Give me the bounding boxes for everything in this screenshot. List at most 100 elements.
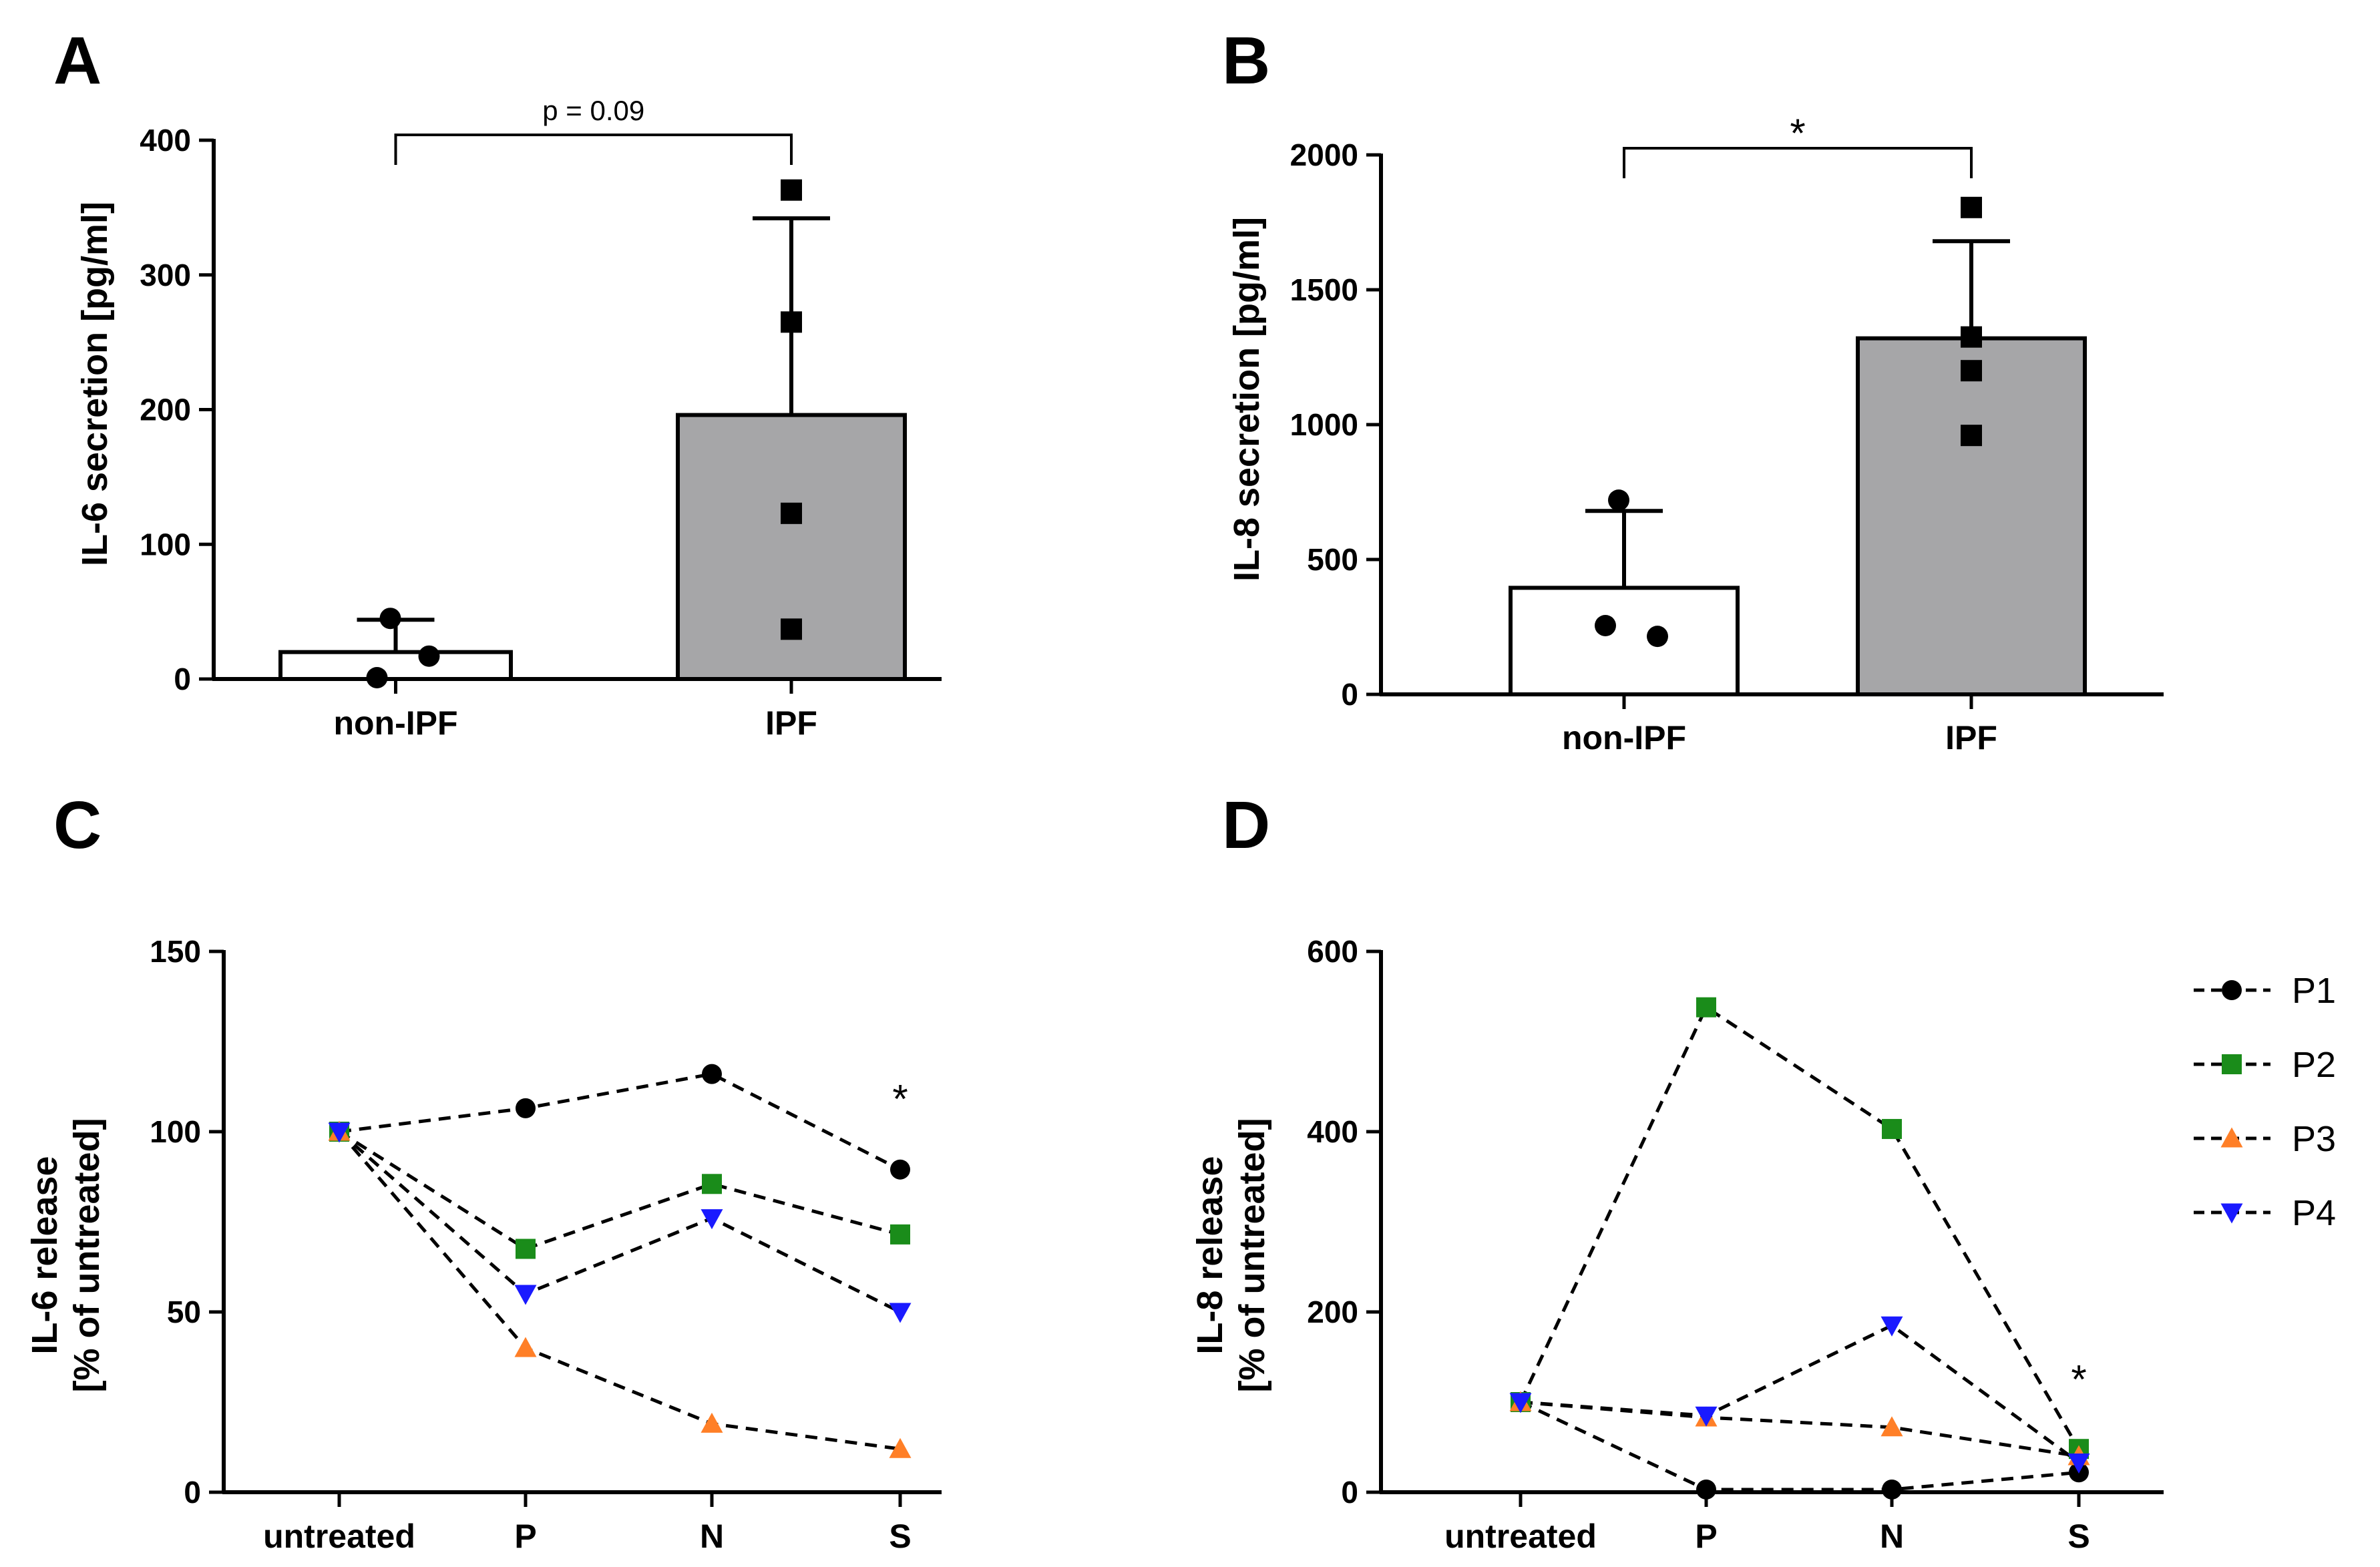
panel-b-data-point: [1961, 360, 1982, 382]
panel-letter-b: B: [1222, 23, 1270, 98]
panel-c-ytick-label: 0: [184, 1475, 201, 1510]
panel-c-annotation-star: *: [892, 1076, 908, 1121]
panel-d-series-line-p3: [1520, 1400, 2079, 1458]
panel-a-data-point: [781, 179, 802, 201]
panel-c-ytick-label: 100: [150, 1114, 201, 1149]
panel-a-data-point: [366, 666, 388, 688]
legend-label-p4: P4: [2292, 1193, 2336, 1233]
panel-b-ytick-label: 500: [1307, 542, 1358, 577]
panel-d-ytick-label: 400: [1307, 1114, 1358, 1149]
panel-b-category-label: non-IPF: [1562, 719, 1686, 756]
panel-b-bar-ipf: [1856, 336, 2087, 697]
panel-d-marker-p4: [1695, 1406, 1718, 1427]
panel-a-category-label: non-IPF: [333, 704, 457, 742]
panel-letter-c: C: [53, 788, 102, 863]
panel-a-ytick-label: 200: [140, 393, 191, 427]
panel-b-data-point: [1595, 614, 1616, 636]
panel-b-significance-label: *: [1790, 111, 1805, 156]
legend-label-p2: P2: [2292, 1045, 2336, 1085]
panel-a-significance-label: p = 0.09: [542, 95, 644, 126]
panel-c-marker-p4: [889, 1303, 912, 1323]
panel-d-series-line-p2: [1519, 1005, 2081, 1450]
panel-letter-d: D: [1222, 788, 1270, 863]
panel-a-data-point: [781, 502, 802, 524]
panel-a-category-label: IPF: [765, 704, 817, 742]
panel-a-ytick-label: 100: [140, 527, 191, 562]
panel-d-marker-p4: [1509, 1393, 1532, 1413]
panel-a-data-point: [781, 311, 802, 333]
panel-b-bar-non-ipf: [1509, 586, 1740, 696]
panel-a-data-point: [781, 618, 802, 640]
panel-c-marker-p1: [702, 1064, 722, 1084]
panel-a-chart: 0 100 200 300 400 non-IPF IPF p = 0.09: [140, 95, 942, 742]
legend-marker-p4: [2220, 1203, 2243, 1224]
panel-b-data-point: [1961, 326, 1982, 348]
panel-d-ytick-label: 0: [1341, 1475, 1358, 1510]
panel-c-series-line-p1: [339, 1072, 902, 1171]
panel-d-annotation-star: *: [2071, 1357, 2086, 1401]
panel-c-ylabel-line2: [% of untreated]: [67, 1118, 107, 1393]
panel-a-data-point: [418, 645, 440, 667]
legend-marker-p1: [2222, 980, 2242, 1000]
panel-b-ylabel: IL-8 secretion [pg/ml]: [1227, 217, 1267, 582]
panel-b-data-point: [1608, 489, 1629, 511]
panel-b-ytick-label: 0: [1341, 677, 1358, 712]
panel-d-series-line-p1: [1519, 1400, 2079, 1492]
panel-c-marker-p2: [516, 1239, 536, 1259]
panel-d-marker-p1: [1882, 1479, 1902, 1500]
legend: P1 P2 P3 P4: [2194, 971, 2336, 1233]
panel-d-marker-p1: [1696, 1479, 1716, 1500]
panel-b-chart: 0 500 1000 1500 2000 non-IPF IPF *: [1290, 111, 2164, 756]
panel-c-series-line-p4: [338, 1130, 902, 1314]
panel-b-ytick-label: 1000: [1290, 407, 1358, 442]
panel-c-marker-p4: [514, 1285, 537, 1305]
panel-d-xtick-label: N: [1880, 1518, 1904, 1555]
panel-b-significance-bracket: [1623, 147, 1973, 178]
legend-marker-p3: [2220, 1127, 2243, 1148]
panel-c-marker-p4: [701, 1209, 723, 1230]
panel-d-xtick-label: P: [1695, 1518, 1717, 1555]
panel-d-xtick-label: untreated: [1444, 1518, 1597, 1555]
panel-d-marker-p4: [2067, 1453, 2090, 1474]
panel-c-marker-p3: [514, 1337, 537, 1357]
panel-c-xtick-label: N: [700, 1518, 724, 1555]
panel-d-ytick-label: 600: [1307, 934, 1358, 969]
panel-b-data-point: [1961, 196, 1982, 218]
panel-c-marker-p3: [889, 1437, 912, 1458]
panel-c-xtick-label: S: [889, 1518, 911, 1555]
panel-c-marker-p1: [890, 1159, 910, 1180]
panel-d-marker-p4: [1880, 1316, 1903, 1337]
panel-d-ylabel-line2: [% of untreated]: [1232, 1118, 1272, 1393]
panel-c-ytick-label: 50: [167, 1295, 201, 1329]
panel-c-marker-p4: [328, 1122, 351, 1143]
panel-a-significance-bracket: [394, 134, 793, 165]
panel-a-bar-non-ipf: [278, 650, 513, 682]
panel-c-xtick-label: untreated: [263, 1518, 415, 1555]
panel-c-marker-p2: [890, 1224, 910, 1245]
panel-c-series-line-p2: [338, 1130, 901, 1251]
legend-marker-p2: [2222, 1054, 2242, 1074]
legend-label-p1: P1: [2292, 971, 2336, 1011]
panel-d-ytick-label: 200: [1307, 1295, 1358, 1329]
panel-c-marker-p2: [702, 1174, 722, 1194]
panel-d-marker-p2: [1696, 997, 1716, 1018]
panel-a-ytick-label: 0: [174, 662, 191, 696]
panel-d-marker-p3: [1880, 1416, 1903, 1437]
panel-b-ytick-label: 2000: [1290, 138, 1358, 172]
panel-c-ytick-label: 150: [150, 934, 201, 969]
panel-d-ylabel-line1: IL-8 release: [1190, 1156, 1230, 1354]
panel-a-ytick-label: 400: [140, 123, 191, 158]
panel-c-marker-p1: [516, 1098, 536, 1118]
panel-c-xtick-label: P: [514, 1518, 536, 1555]
panel-a-ylabel: IL-6 secretion [pg/ml]: [75, 202, 115, 566]
panel-c-ylabel-line1: IL-6 release: [25, 1156, 65, 1354]
panel-a-ytick-label: 300: [140, 258, 191, 292]
panel-letter-a: A: [53, 23, 102, 98]
panel-d-marker-p2: [1882, 1118, 1902, 1139]
legend-label-p3: P3: [2292, 1119, 2336, 1159]
panel-b-ytick-label: 1500: [1290, 272, 1358, 307]
panel-b-data-point: [1647, 626, 1668, 648]
panel-c-series-line-p3: [338, 1130, 901, 1451]
panel-d-series-line-p4: [1520, 1323, 2080, 1464]
